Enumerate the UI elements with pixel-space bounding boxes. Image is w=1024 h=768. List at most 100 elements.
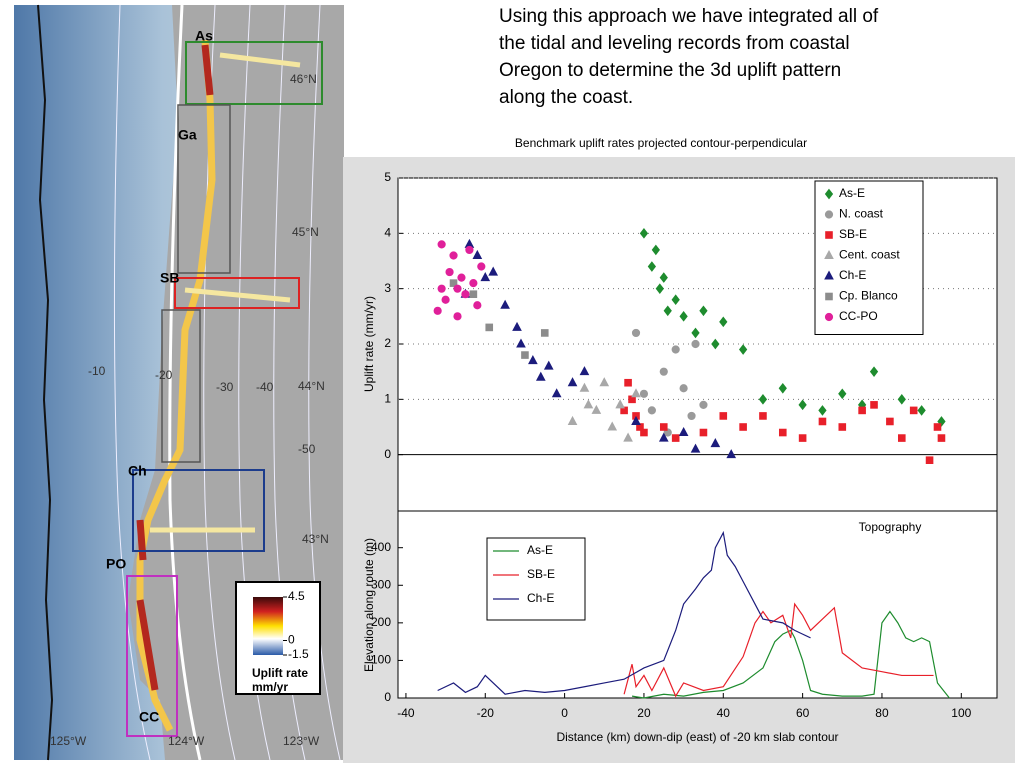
marker <box>679 311 688 322</box>
legend-marker <box>825 292 833 301</box>
contour-label: -50 <box>298 442 316 456</box>
marker <box>624 378 632 387</box>
lat-label: 44°N <box>298 379 325 393</box>
legend-label: Cp. Blanco <box>839 289 898 303</box>
contour-lines <box>113 4 341 761</box>
marker <box>521 351 529 359</box>
benchmark-dots <box>136 39 216 732</box>
box-sb <box>174 277 300 309</box>
y-tick-label: 3 <box>384 281 391 295</box>
marker <box>453 284 462 293</box>
marker <box>659 272 668 283</box>
marker <box>535 371 546 381</box>
marker <box>469 279 478 288</box>
site-label: CC <box>139 709 159 725</box>
colorbar-tick-label: -1.5 <box>288 647 309 661</box>
marker <box>469 290 478 298</box>
map: As Ga SB Ch PO CC -10 -20 -30 -40 -50 46… <box>14 4 344 761</box>
x-tick-label: 100 <box>951 706 971 720</box>
marker <box>886 417 894 426</box>
marker <box>818 417 827 426</box>
annotation: Topography <box>859 520 922 534</box>
marker <box>540 329 549 337</box>
marker <box>925 456 934 464</box>
contour-label: -30 <box>216 380 234 394</box>
legend-marker <box>824 312 834 322</box>
box-ch <box>132 469 265 552</box>
marker <box>858 406 866 415</box>
x-tick-label: -40 <box>397 706 415 720</box>
marker <box>639 228 649 239</box>
marker <box>671 345 680 354</box>
marker <box>818 405 827 416</box>
marker <box>869 366 879 377</box>
colorbar-unit: mm/yr <box>252 680 288 694</box>
marker <box>658 432 669 442</box>
marker <box>516 338 526 348</box>
marker <box>671 434 680 442</box>
colorbar <box>253 597 283 655</box>
marker <box>870 401 878 409</box>
marker <box>647 261 657 272</box>
legend-label: Ch-E <box>527 591 554 605</box>
marker <box>445 267 454 277</box>
y-tick-label: 0 <box>384 690 391 704</box>
y-tick-label: 4 <box>384 226 391 240</box>
marker <box>583 399 594 409</box>
body-line: the tidal and leveling records from coas… <box>499 33 850 54</box>
marker <box>838 423 847 431</box>
x-tick-label: 60 <box>796 706 810 720</box>
marker <box>699 305 708 317</box>
site-label: SB <box>160 270 179 286</box>
y-tick-label: 400 <box>371 540 391 554</box>
x-tick-label: 80 <box>875 706 889 720</box>
marker <box>655 283 664 294</box>
legend-marker <box>824 188 834 200</box>
legend-label: Cent. coast <box>839 248 900 262</box>
y-tick-label: 0 <box>384 447 391 461</box>
legend-marker <box>825 231 833 239</box>
marker <box>485 323 494 332</box>
x-tick-label: 20 <box>637 706 651 720</box>
legend-marker <box>824 270 834 280</box>
box-cc <box>126 575 178 737</box>
contour-label: -10 <box>88 364 106 378</box>
colorbar-tick-label: 0 <box>288 633 295 647</box>
body-text: Using this approach we have integrated a… <box>499 6 879 108</box>
marker <box>659 367 668 376</box>
body-line: Using this approach we have integrated a… <box>499 6 879 27</box>
marker <box>631 415 641 425</box>
marker <box>699 400 708 409</box>
marker <box>437 240 446 249</box>
lat-label: 43°N <box>302 532 329 546</box>
marker <box>758 394 768 405</box>
marker <box>433 306 442 315</box>
marker <box>623 432 633 442</box>
marker <box>512 321 522 331</box>
marker <box>500 299 510 309</box>
marker <box>778 382 787 394</box>
marker <box>738 344 748 355</box>
marker <box>798 434 807 442</box>
marker <box>897 434 906 442</box>
marker <box>457 273 466 282</box>
site-label: Ch <box>128 463 147 479</box>
legend-marker <box>824 210 834 219</box>
marker <box>461 290 470 299</box>
marker <box>909 406 918 415</box>
trench <box>37 4 54 761</box>
y-tick-label: 300 <box>371 577 391 591</box>
marker <box>679 384 688 393</box>
legend-label: N. coast <box>839 207 884 221</box>
marker <box>465 245 474 255</box>
site-label: PO <box>106 556 126 572</box>
marker <box>691 339 700 349</box>
marker <box>615 399 625 409</box>
marker <box>719 316 728 328</box>
marker <box>591 404 602 414</box>
line <box>623 602 934 698</box>
marker <box>631 328 641 338</box>
y-axis-label: Elevation along route (m) <box>362 538 376 672</box>
